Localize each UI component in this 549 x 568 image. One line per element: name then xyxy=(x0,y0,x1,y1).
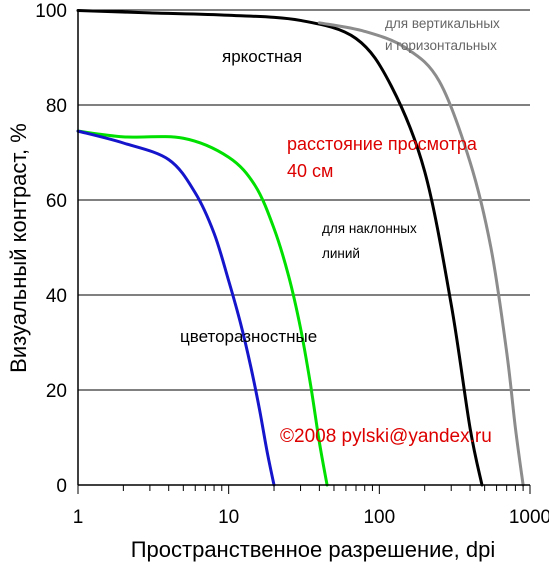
annotation-vh-line2: и горизонтальных xyxy=(385,38,497,53)
grid-lines xyxy=(78,9,530,391)
series-line-color-oblique xyxy=(76,129,276,487)
y-tick-label: 60 xyxy=(46,191,67,212)
y-tick-label: 80 xyxy=(46,96,67,117)
x-tick-label: 10 xyxy=(218,507,239,528)
y-tick-label: 40 xyxy=(46,286,67,307)
tick-labels: 1 10 100 1000 0 20 40 60 80 100 xyxy=(35,1,549,528)
x-tick-label: 1 xyxy=(73,507,84,528)
annotation-oblique-line1: для наклонных xyxy=(322,221,417,236)
annotation-vh-line1: для вертикальных xyxy=(385,16,500,31)
series-lines xyxy=(76,8,525,487)
annotation-color: цветоразностные xyxy=(180,327,317,346)
series-line-color-vh xyxy=(76,129,329,487)
x-axis-title: Пространственное разрешение, dpi xyxy=(131,537,496,562)
series-line-luminance-oblique xyxy=(76,8,484,487)
y-tick-label: 20 xyxy=(46,381,67,402)
annotation-oblique-line2: линий xyxy=(322,246,360,261)
x-tick-label: 100 xyxy=(363,507,395,528)
annotation-distance-line2: 40 см xyxy=(287,161,333,181)
annotation-distance-line1: расстояние просмотра xyxy=(287,134,478,154)
y-axis-title: Визуальный контраст, % xyxy=(6,123,31,373)
y-tick-label: 100 xyxy=(35,1,67,22)
y-tick-label: 0 xyxy=(56,476,67,497)
series-line-luminance-vh xyxy=(317,21,525,487)
x-tick-label: 1000 xyxy=(509,507,549,528)
axes xyxy=(77,10,531,494)
annotations: яркостная для вертикальных и горизонталь… xyxy=(180,16,500,447)
annotation-luminance: яркостная xyxy=(222,47,302,66)
annotation-copyright: ©2008 pylski@yandex.ru xyxy=(280,426,492,447)
